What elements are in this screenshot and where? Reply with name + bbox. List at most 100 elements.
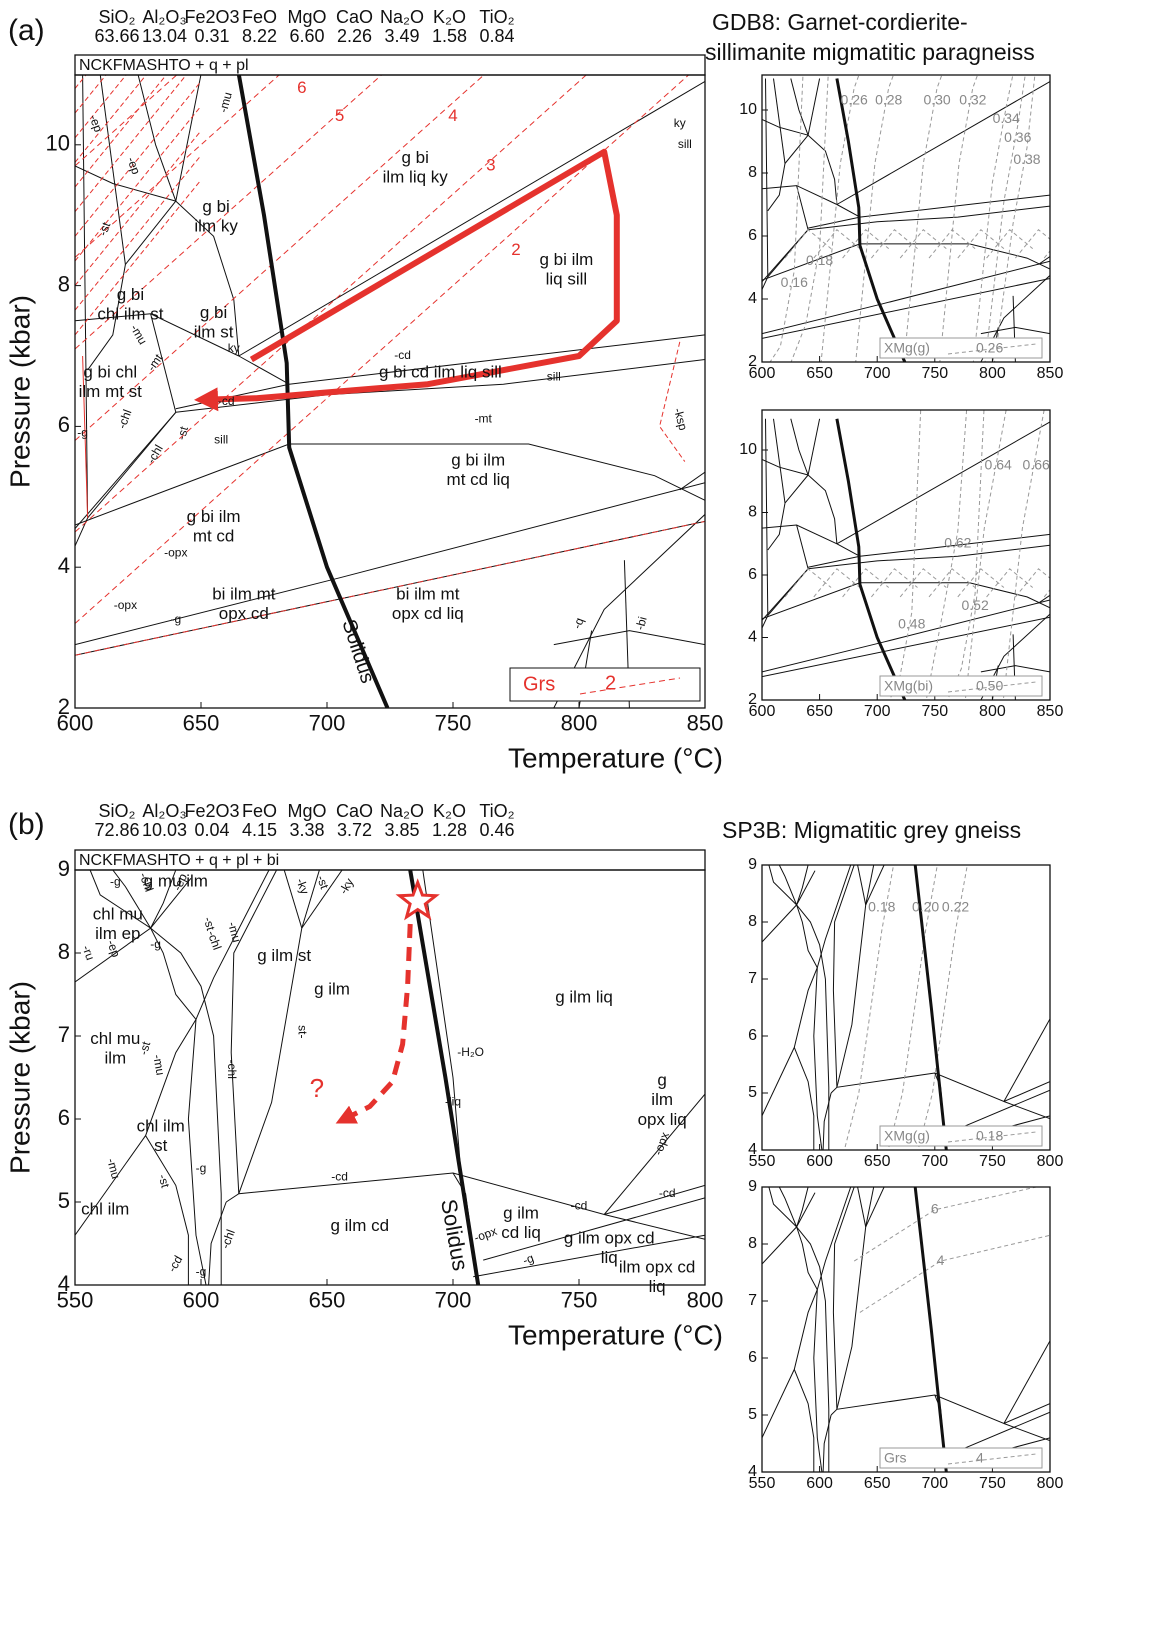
phase-boundary <box>980 326 1050 335</box>
isopleth <box>1002 410 1045 700</box>
y-tick-label: 4 <box>58 1271 70 1296</box>
line-label: -cd <box>331 1169 348 1183</box>
legend-box <box>879 675 1043 697</box>
system-label: NCKFMASHTO + q + pl + bi <box>79 852 279 869</box>
isopleth <box>925 410 968 700</box>
line-label: -chl <box>115 408 135 431</box>
field-label-line: g bi ilm <box>539 250 593 269</box>
phase-boundary <box>112 870 197 1020</box>
phase-boundary <box>762 1187 852 1439</box>
x-tick-label: 650 <box>183 710 220 735</box>
plot-area <box>762 75 1050 362</box>
phase-boundary <box>832 1187 855 1410</box>
y-tick-label: 4 <box>748 290 757 307</box>
phase-boundary <box>762 599 1050 673</box>
phase-boundary <box>762 582 1050 620</box>
phase-boundary <box>483 1197 705 1261</box>
y-tick-label: 8 <box>748 504 757 521</box>
line-label: 5 <box>335 106 344 125</box>
line-label: -cd <box>659 1186 676 1200</box>
isopleth <box>75 75 127 139</box>
field-label: g bi chl ilm mt st <box>79 363 143 402</box>
oxide: Na₂O <box>380 801 424 821</box>
line-label: 2 <box>511 240 520 259</box>
isopleth <box>1015 568 1050 598</box>
line-label: -mu <box>127 322 149 347</box>
line-label: 0.64 <box>985 456 1012 472</box>
phase-boundary <box>778 865 818 968</box>
plot-frame <box>761 74 1051 363</box>
oxide-value: 0.84 <box>479 26 514 46</box>
panel-tag: (a) <box>8 14 45 47</box>
field-label: g bi ilm mt cd liq <box>447 451 510 490</box>
field-label-line: ilm <box>651 1091 673 1110</box>
plot-area <box>75 870 705 1285</box>
x-tick-label: 800 <box>979 365 1006 382</box>
line-label: -cd <box>394 348 411 362</box>
oxide: CaO <box>336 7 373 27</box>
field-label: g ilm st <box>257 947 311 966</box>
field-label: g ilm <box>314 980 350 999</box>
y-tick-label: 5 <box>748 1406 757 1423</box>
phase-boundary <box>762 524 838 545</box>
field-label-line: g bi ilm <box>187 507 241 526</box>
field-label-line: ilm <box>104 1049 126 1068</box>
phase-boundary <box>75 313 240 357</box>
line-label: 0.38 <box>1013 151 1040 167</box>
x-tick-label: 750 <box>921 703 948 720</box>
oxide-value: 72.86 <box>94 820 139 840</box>
line-label: -mt <box>475 412 493 426</box>
oxide-value: 3.38 <box>289 820 324 840</box>
phase-boundary <box>790 418 809 476</box>
phase-boundary <box>808 544 1050 570</box>
x-tick-label: 750 <box>921 365 948 382</box>
phase-boundary <box>865 865 885 906</box>
field-label: g ilm cd liq <box>501 1204 541 1243</box>
isopleth <box>928 228 976 259</box>
x-tick-label: 600 <box>749 365 776 382</box>
legend-name: Grs <box>523 673 555 695</box>
oxide: MgO <box>287 7 326 27</box>
phase-boundary <box>796 904 830 1150</box>
isopleth <box>853 1187 1039 1262</box>
field-label: chl mu ilm <box>90 1030 140 1069</box>
y-tick-label: 6 <box>748 227 757 244</box>
line-label: 3 <box>486 155 495 174</box>
legend-name: XMg(g) <box>884 340 930 356</box>
isopleth <box>75 75 280 258</box>
phase-boundary <box>125 200 177 265</box>
isopleth <box>986 568 1034 598</box>
x-tick-label: 600 <box>806 1153 833 1170</box>
line-label: st- <box>296 1025 310 1038</box>
field-label: g ilm cd <box>330 1216 389 1235</box>
phase-boundary <box>175 359 705 413</box>
y-axis-title: Pressure (kbar) <box>4 981 35 1174</box>
field-label: bi ilm mt opx cd liq <box>392 585 464 624</box>
field-label: g ilm opx liq <box>638 1071 687 1129</box>
phase-boundary <box>1038 256 1050 265</box>
y-tick-label: 6 <box>748 1349 757 1366</box>
line-label: 0.28 <box>875 91 902 107</box>
field-label-line: liq <box>601 1248 618 1267</box>
phase-boundary <box>150 927 222 1285</box>
field-label: g mu ilm <box>144 872 208 891</box>
line-label: sill <box>214 433 228 447</box>
phase-boundary <box>767 568 809 616</box>
isopleth <box>784 568 832 598</box>
field-label: g ilm opx cd liq <box>564 1229 655 1268</box>
x-tick-label: 750 <box>979 1153 1006 1170</box>
line-label: -g <box>77 426 88 440</box>
phase-boundary <box>137 75 177 202</box>
phase-boundary <box>1038 594 1050 604</box>
phase-boundary <box>230 870 278 1194</box>
phase-boundary <box>793 1369 815 1472</box>
legend-value: 0.50 <box>976 678 1003 694</box>
field-label: g bi ilm st <box>194 303 234 342</box>
field-label: g ilm liq <box>555 988 613 1007</box>
field-label-line: chl ilm st <box>97 305 163 324</box>
line-label: 0.30 <box>923 91 950 107</box>
legend-line <box>947 681 1037 693</box>
oxide-value: 1.58 <box>432 26 467 46</box>
field-label-line: g ilm cd <box>330 1216 389 1235</box>
